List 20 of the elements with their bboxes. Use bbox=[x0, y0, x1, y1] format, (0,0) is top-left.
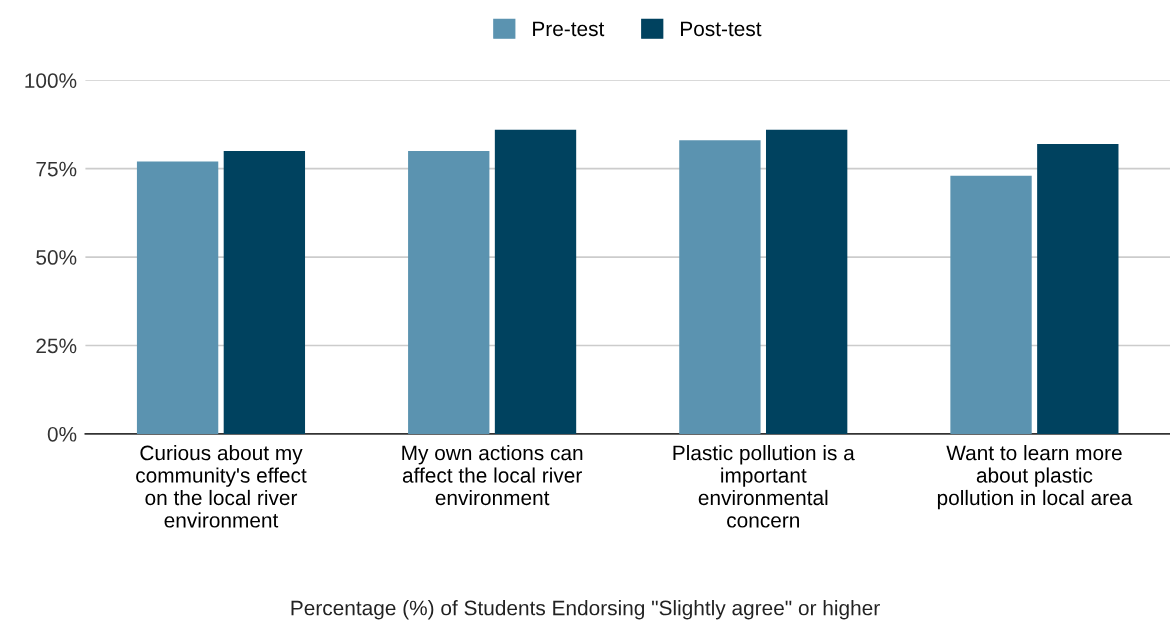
y-tick-label: 25% bbox=[36, 338, 77, 354]
x-tick-label: My own actions can affect the local river environment bbox=[402, 445, 583, 506]
legend-label: Pre-test bbox=[533, 21, 605, 37]
x-axis-title: Percentage (%) of Students Endorsing "Slightly agree" or higher bbox=[291, 600, 880, 620]
bar bbox=[1037, 143, 1119, 434]
y-tick-label: 50% bbox=[36, 250, 77, 265]
bar bbox=[408, 150, 490, 434]
bar bbox=[223, 150, 306, 434]
legend-label: Post-test bbox=[681, 21, 762, 37]
bar bbox=[494, 129, 577, 434]
bar bbox=[679, 140, 761, 434]
x-tick-label: Plastic pollution is a important environmental concern bbox=[673, 445, 855, 528]
x-tick-label: Curious about my community's effect on the local river environment bbox=[136, 445, 307, 528]
y-tick-label: 100% bbox=[25, 73, 77, 89]
x-tick-label: Want to learn more about plastic pollution in local area bbox=[937, 445, 1133, 510]
bar bbox=[136, 161, 219, 434]
y-tick-label: 0% bbox=[47, 426, 77, 442]
bar bbox=[950, 175, 1032, 434]
bar bbox=[765, 129, 848, 434]
y-tick-label: 75% bbox=[36, 161, 77, 177]
